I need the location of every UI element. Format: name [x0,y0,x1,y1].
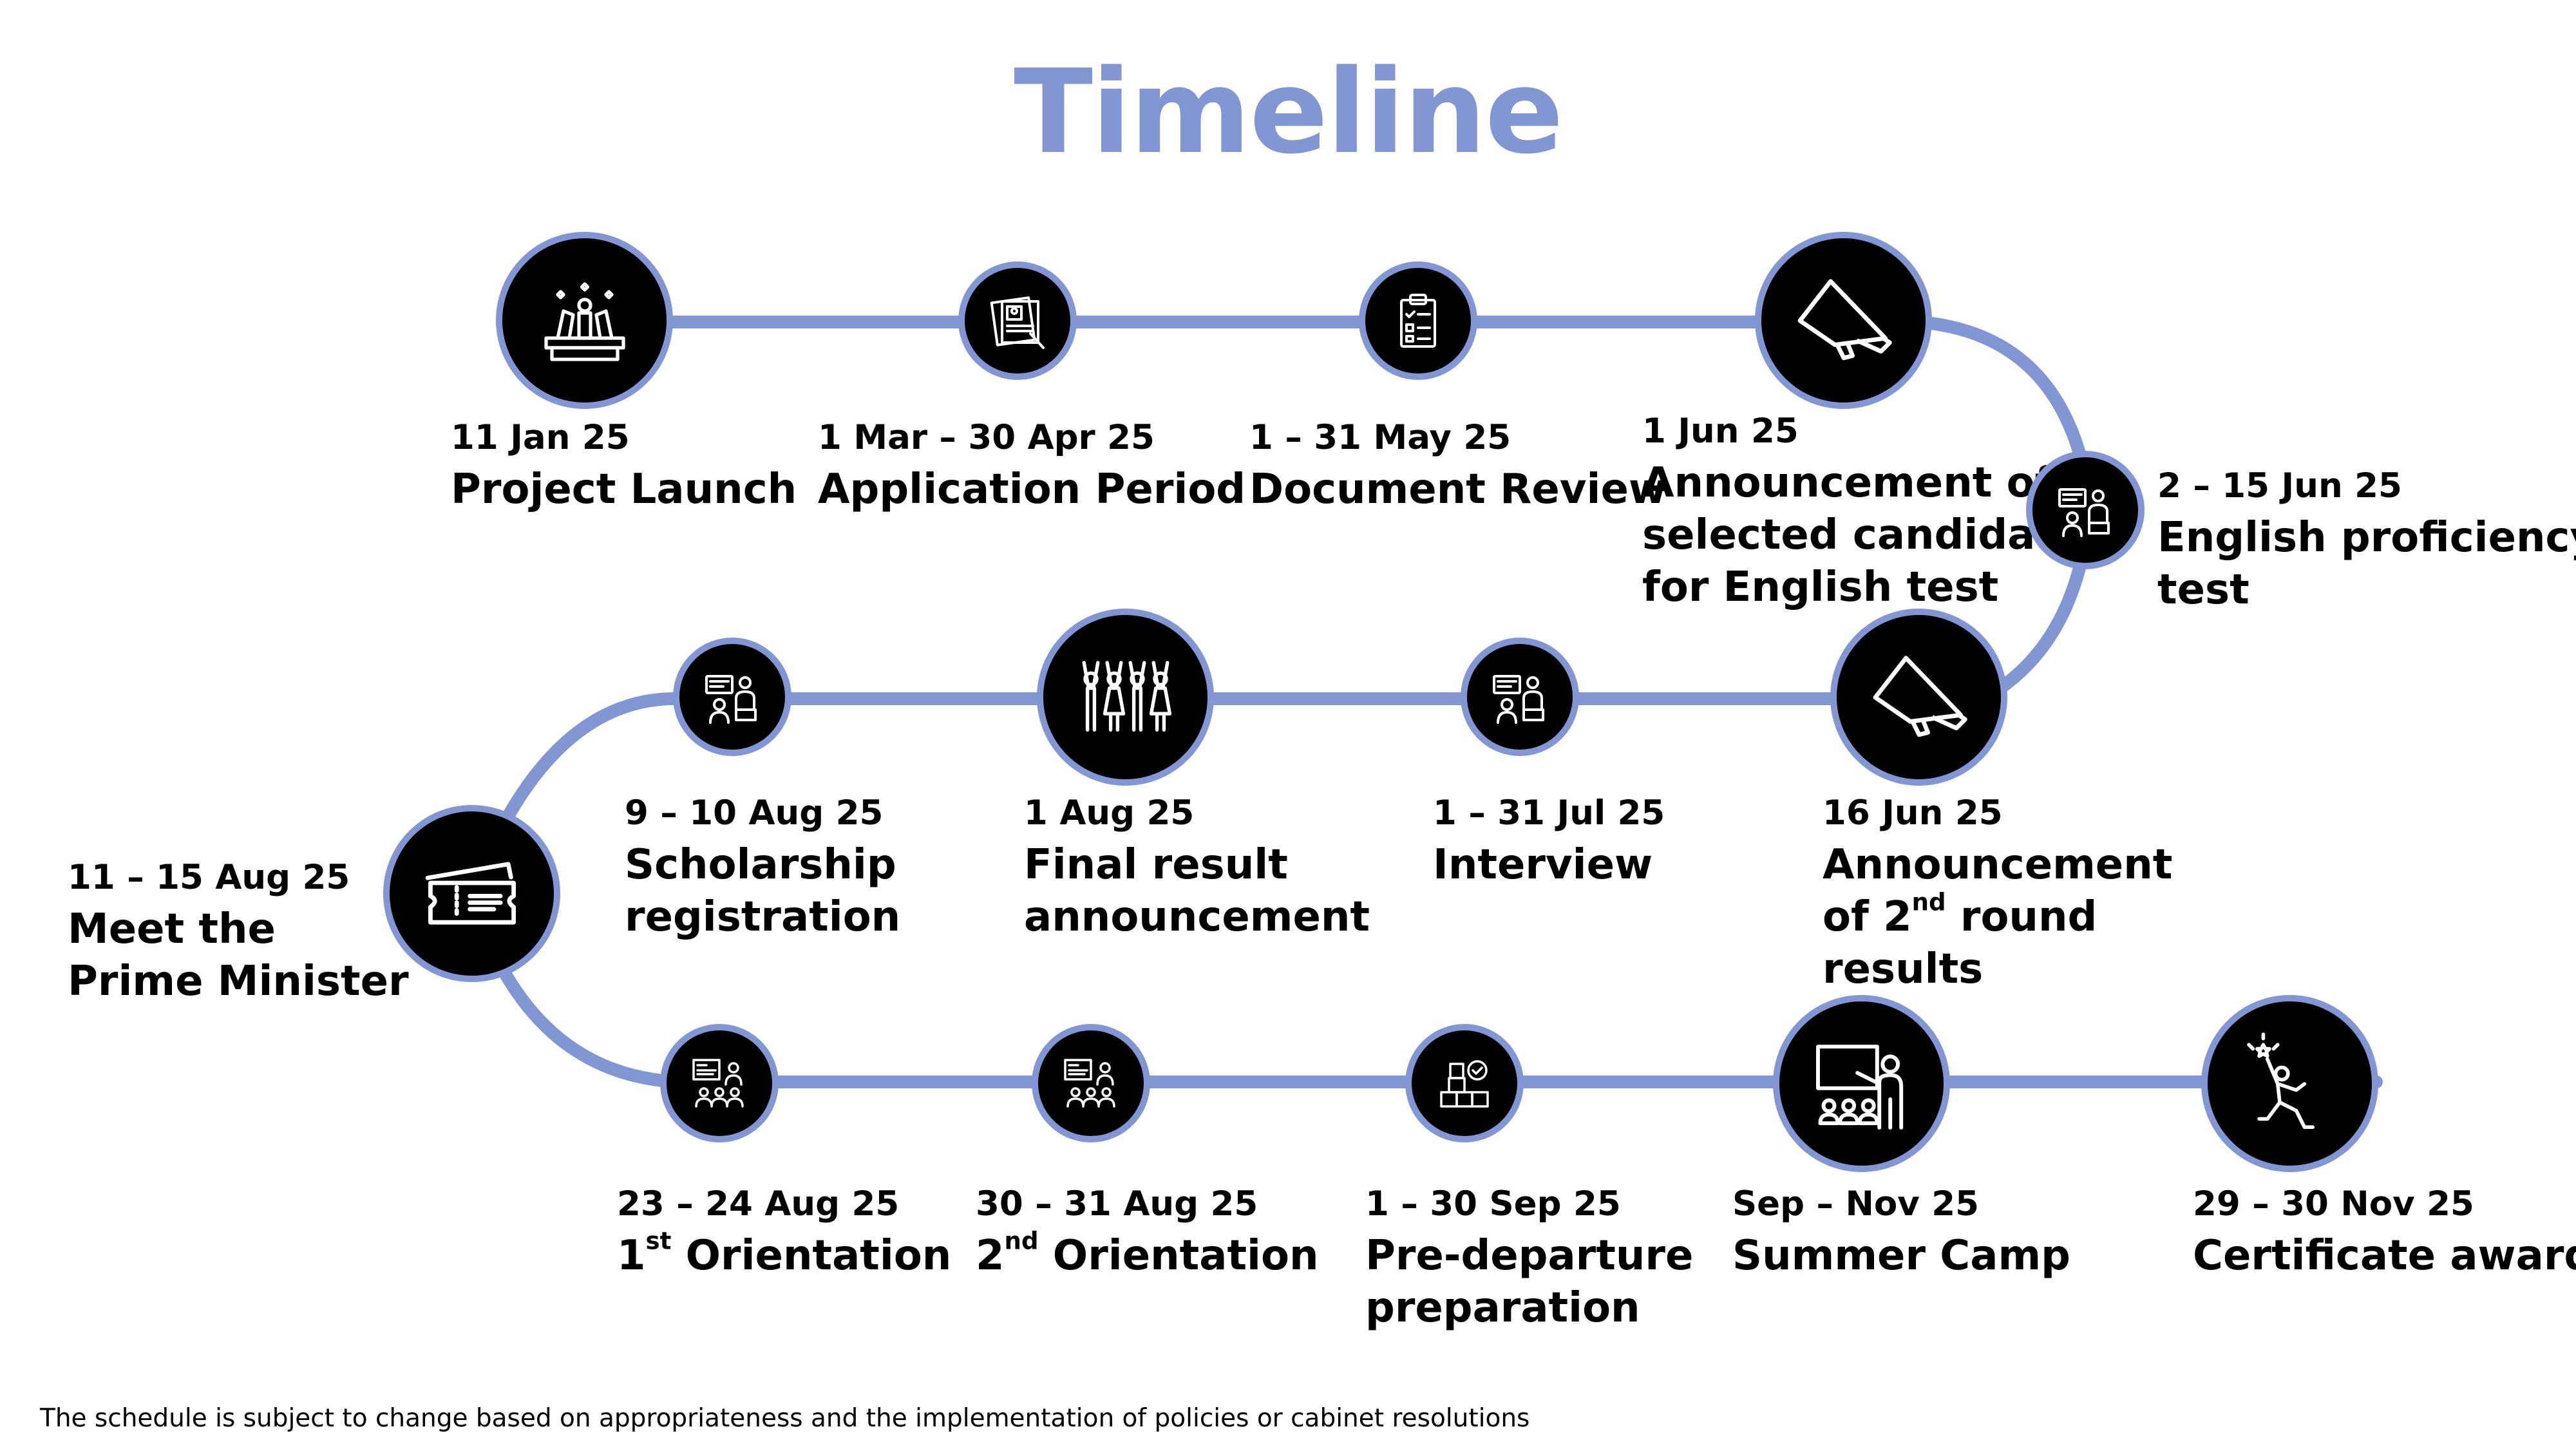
milestone: 23 – 24 Aug 25 1st Orientation [617,1179,951,1282]
award-podium-icon [496,232,673,409]
milestone-date: 1 – 30 Sep 25 [1365,1184,1621,1224]
milestone-label-line: for English test [1642,564,1999,611]
milestone-label: 2nd Orientation [976,1227,1319,1282]
milestone-date: 11 – 15 Aug 25 [68,858,350,897]
label-text: Orientation [1038,1232,1319,1280]
milestone-label: Project Launch [451,466,797,513]
milestone-date: 11 Jan 25 [451,418,630,457]
milestone: 1 – 31 Jul 25 Interview [1433,788,1665,891]
footnote: The schedule is subject to change based … [40,1404,1530,1433]
milestone-label-line: Meet the [68,905,276,953]
milestone-date: 1 Mar – 30 Apr 25 [818,418,1155,457]
milestone: 1 Mar – 30 Apr 25 Application Period [818,412,1245,516]
milestone-label: Application Period [818,466,1246,513]
milestone-date: 1 Aug 25 [1024,793,1195,833]
milestone-date: 30 – 31 Aug 25 [976,1184,1258,1224]
milestone-label: 1st Orientation [617,1227,952,1282]
milestone: 1 Jun 25 Announcement of selected candid… [1642,406,2107,614]
presenter-icon [2026,451,2145,569]
milestone-label-line: registration [625,893,901,941]
ordinal-suffix: nd [1004,1227,1039,1255]
milestone-label: Interview [1433,841,1653,889]
milestone: 9 – 10 Aug 25 Scholarship registration [625,788,900,943]
milestone: 11 – 15 Aug 25 Meet the Prime Minister [68,852,409,1008]
registration-icon [673,638,791,756]
milestone-label-line: Scholarship [625,841,896,889]
milestone-label-line: test [2157,566,2249,614]
milestone-label-line: announcement [1024,893,1370,941]
label-text: Orientation [671,1232,952,1280]
milestone: 30 – 31 Aug 25 2nd Orientation [976,1179,1319,1282]
ticket-icon [383,805,560,982]
megaphone-icon [1830,609,2007,786]
milestone-date: 1 – 31 May 25 [1249,418,1511,457]
milestone-label-line: English proficiency [2157,514,2576,562]
milestone-date: 9 – 10 Aug 25 [625,793,884,833]
megaphone-icon [1755,232,1932,409]
milestone: Sep – Nov 25 Summer Camp [1732,1179,2070,1282]
milestone: 1 – 31 May 25 Document Review [1249,412,1667,516]
milestone: 1 Aug 25 Final result announcement [1024,788,1370,943]
milestone-label: Document Review [1249,466,1667,513]
milestone-date: 23 – 24 Aug 25 [617,1184,900,1224]
milestone-date: 1 – 31 Jul 25 [1433,793,1665,833]
label-text: 1 [617,1232,646,1280]
ordinal-suffix: st [645,1227,672,1255]
milestone-label-line: Pre-departure [1365,1232,1694,1280]
celebrating-person-icon [2201,995,2378,1172]
milestone-label: Summer Camp [1732,1232,2070,1280]
milestone-label-line: of 2nd round [1823,888,2172,943]
milestone: 2 – 15 Jun 25 English proficiency test [2157,460,2576,616]
milestone-date: 29 – 30 Nov 25 [2193,1184,2474,1224]
classroom-icon [660,1024,779,1142]
milestone: 29 – 30 Nov 25 Certificate award [2193,1179,2576,1282]
label-text: 2 [976,1232,1005,1280]
classroom-icon [1032,1024,1150,1142]
boxes-check-icon [1405,1024,1524,1142]
milestone: 11 Jan 25 Project Launch [451,412,797,516]
checklist-clipboard-icon [1359,261,1477,380]
teacher-board-icon [1773,995,1950,1172]
label-text: round [1946,893,2098,941]
milestone-label-line: Final result [1024,841,1288,889]
ordinal-suffix: nd [1911,888,1946,916]
milestone: 1 – 30 Sep 25 Pre-departure preparation [1365,1179,1693,1334]
page-title: Timeline [1014,45,1564,180]
milestone-label-line: Prime Minister [68,958,409,1005]
milestone-date: 2 – 15 Jun 25 [2157,466,2402,506]
label-text: of 2 [1823,893,1912,941]
milestone-date: 1 Jun 25 [1642,412,1799,451]
milestone-date: Sep – Nov 25 [1732,1184,1979,1224]
milestone-label: Certificate award [2193,1232,2576,1280]
celebrating-people-icon [1037,609,1214,786]
milestone-label-line: Announcement of [1642,459,2053,507]
milestone: 16 Jun 25 Announcement of 2nd round resu… [1823,788,2172,996]
milestone-label-line: Announcement [1823,841,2173,889]
milestone-label-line: preparation [1365,1284,1640,1332]
interview-icon [1461,638,1579,756]
milestone-label-line: results [1823,945,1984,993]
milestone-date: 16 Jun 25 [1823,793,2003,833]
application-form-icon [958,261,1077,380]
